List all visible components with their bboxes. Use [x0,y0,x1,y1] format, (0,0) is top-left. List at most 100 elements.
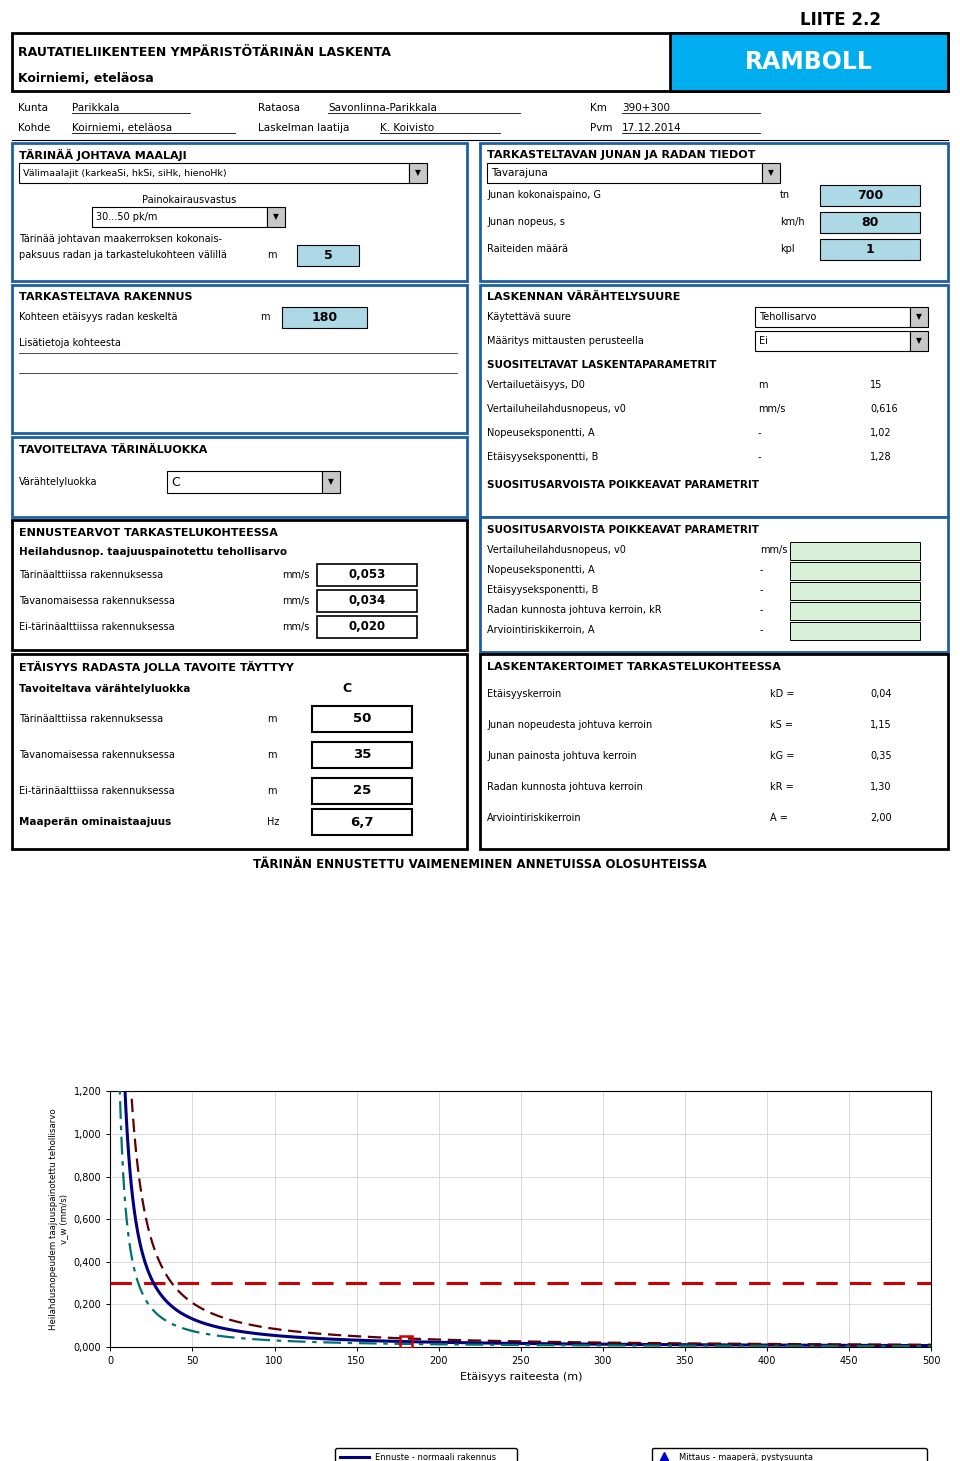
Text: -: - [758,428,761,438]
Text: 1: 1 [866,243,875,256]
Text: kD =: kD = [770,690,795,698]
Text: -: - [760,565,763,576]
Text: Nopeuseksponentti, A: Nopeuseksponentti, A [487,428,594,438]
Text: Radan kunnosta johtuva kerroin: Radan kunnosta johtuva kerroin [487,782,643,792]
Text: 700: 700 [857,188,883,202]
Text: Vertailuetäisyys, D0: Vertailuetäisyys, D0 [487,380,585,390]
Text: Lisätietoja kohteesta: Lisätietoja kohteesta [19,337,121,348]
Text: Tavarajuna: Tavarajuna [491,168,548,178]
Text: Etäisyyseksponentti, B: Etäisyyseksponentti, B [487,451,598,462]
Text: Junan nopeus, s: Junan nopeus, s [487,218,564,226]
Text: 6,7: 6,7 [350,815,373,828]
Text: 390+300: 390+300 [622,102,670,112]
Text: Tavoiteltava värähtelyluokka: Tavoiteltava värähtelyluokka [19,684,190,694]
Bar [297,245,359,266]
Text: kpl: kpl [780,244,795,254]
Text: LASKENTAKERTOIMET TARKASTELUKOHTEESSA: LASKENTAKERTOIMET TARKASTELUKOHTEESSA [487,662,780,672]
Text: Kohteen etäisyys radan keskeltä: Kohteen etäisyys radan keskeltä [19,313,178,321]
Text: 1,02: 1,02 [870,428,892,438]
Text: 1,15: 1,15 [870,720,892,730]
Text: ▼: ▼ [328,478,334,487]
Text: C: C [171,475,180,488]
Text: m: m [267,250,276,260]
Bar [790,602,920,619]
Text: Tavanomaisessa rakennuksessa: Tavanomaisessa rakennuksessa [19,749,175,760]
Text: 180: 180 [311,311,338,324]
Text: paksuus radan ja tarkastelukohteen välillä: paksuus radan ja tarkastelukohteen välil… [19,250,227,260]
Text: Hz: Hz [267,817,279,827]
Bar [790,622,920,640]
Bar [317,564,417,586]
Text: Tärinäalttiissa rakennuksessa: Tärinäalttiissa rakennuksessa [19,570,163,580]
Text: TÄRINÄN ENNUSTETTU VAIMENEMINEN ANNETUISSA OLOSUHTEISSA: TÄRINÄN ENNUSTETTU VAIMENEMINEN ANNETUIS… [253,859,707,872]
Text: kG =: kG = [770,751,794,761]
Text: Rataosa: Rataosa [258,102,300,112]
Text: Ei: Ei [759,336,768,346]
Text: Määritys mittausten perusteella: Määritys mittausten perusteella [487,336,644,346]
Bar [820,186,920,206]
Text: mm/s: mm/s [282,570,309,580]
Bar [480,143,948,281]
Text: ▼: ▼ [916,313,922,321]
Text: ENNUSTEARVOT TARKASTELUKOHTEESSA: ENNUSTEARVOT TARKASTELUKOHTEESSA [19,527,277,538]
Text: TÄRINÄÄ JOHTAVA MAALAJI: TÄRINÄÄ JOHTAVA MAALAJI [19,149,186,161]
Text: 15: 15 [870,380,882,390]
Bar [820,212,920,232]
Text: Tehollisarvo: Tehollisarvo [759,313,816,321]
Bar [317,590,417,612]
Bar [12,520,467,650]
Text: 80: 80 [861,216,878,229]
Text: Koirniemi, eteläosa: Koirniemi, eteläosa [18,72,154,85]
Text: m: m [267,749,276,760]
Text: Värähtelyluokka: Värähtelyluokka [19,476,98,487]
Text: 30...50 pk/m: 30...50 pk/m [96,212,157,222]
Bar [14,741,465,771]
Bar [670,34,948,91]
Text: SUOSITUSARVOISTA POIKKEAVAT PARAMETRIT: SUOSITUSARVOISTA POIKKEAVAT PARAMETRIT [487,481,759,489]
Text: RAUTATIELIIKENTEEN YMPÄRISTÖTÄRINÄN LASKENTA: RAUTATIELIIKENTEEN YMPÄRISTÖTÄRINÄN LASK… [18,45,391,58]
Text: 5: 5 [324,248,332,262]
Text: Junan nopeudesta johtuva kerroin: Junan nopeudesta johtuva kerroin [487,720,652,730]
Text: SUOSITUSARVOISTA POIKKEAVAT PARAMETRIT: SUOSITUSARVOISTA POIKKEAVAT PARAMETRIT [487,524,759,535]
Text: 0,04: 0,04 [870,690,892,698]
Text: 17.12.2014: 17.12.2014 [622,123,682,133]
Text: m: m [267,786,276,796]
Bar [820,240,920,260]
Bar [12,143,467,281]
Text: Radan kunnosta johtuva kerroin, kR: Radan kunnosta johtuva kerroin, kR [487,605,661,615]
Text: Parikkala: Parikkala [72,102,119,112]
Text: 0,020: 0,020 [348,621,386,634]
Text: Välimaalajit (karkeaSi, hkSi, siHk, hienoHk): Välimaalajit (karkeaSi, hkSi, siHk, hien… [23,168,227,177]
Text: Ei-tärinäalttiissa rakennuksessa: Ei-tärinäalttiissa rakennuksessa [19,786,175,796]
Bar [762,164,780,183]
Bar [267,207,285,226]
Text: ▼: ▼ [273,212,279,222]
Text: Kunta: Kunta [18,102,48,112]
Bar [480,655,948,849]
Bar [480,285,948,517]
Text: Arviointiriskikerroin: Arviointiriskikerroin [487,812,582,823]
Text: -: - [760,625,763,636]
Text: mm/s: mm/s [760,545,787,555]
Text: 0,034: 0,034 [348,595,386,608]
Text: 0,053: 0,053 [348,568,386,581]
Text: K. Koivisto: K. Koivisto [380,123,434,133]
Y-axis label: Heilahdusnopeudem taajuuspainotettu tehollisarvo
v_w (mm/s): Heilahdusnopeudem taajuuspainotettu teho… [49,1109,68,1330]
Text: 25: 25 [353,785,372,798]
Text: 35: 35 [353,748,372,761]
Text: C: C [342,682,351,695]
Bar [312,742,412,768]
Text: ▼: ▼ [768,168,774,177]
Text: Ei-tärinäalttiissa rakennuksessa: Ei-tärinäalttiissa rakennuksessa [19,622,175,633]
Bar [487,164,762,183]
Text: 1,30: 1,30 [870,782,892,792]
Text: Raiteiden määrä: Raiteiden määrä [487,244,568,254]
Text: 2,00: 2,00 [870,812,892,823]
Text: Tavanomaisessa rakennuksessa: Tavanomaisessa rakennuksessa [19,596,175,606]
Bar [317,617,417,638]
Text: -: - [760,584,763,595]
Text: 0,616: 0,616 [870,405,898,413]
Text: tn: tn [780,190,790,200]
Text: Vertailuheilahdusnopeus, v0: Vertailuheilahdusnopeus, v0 [487,405,626,413]
Text: LASKENNAN VÄRÄHTELYSUURE: LASKENNAN VÄRÄHTELYSUURE [487,292,681,302]
